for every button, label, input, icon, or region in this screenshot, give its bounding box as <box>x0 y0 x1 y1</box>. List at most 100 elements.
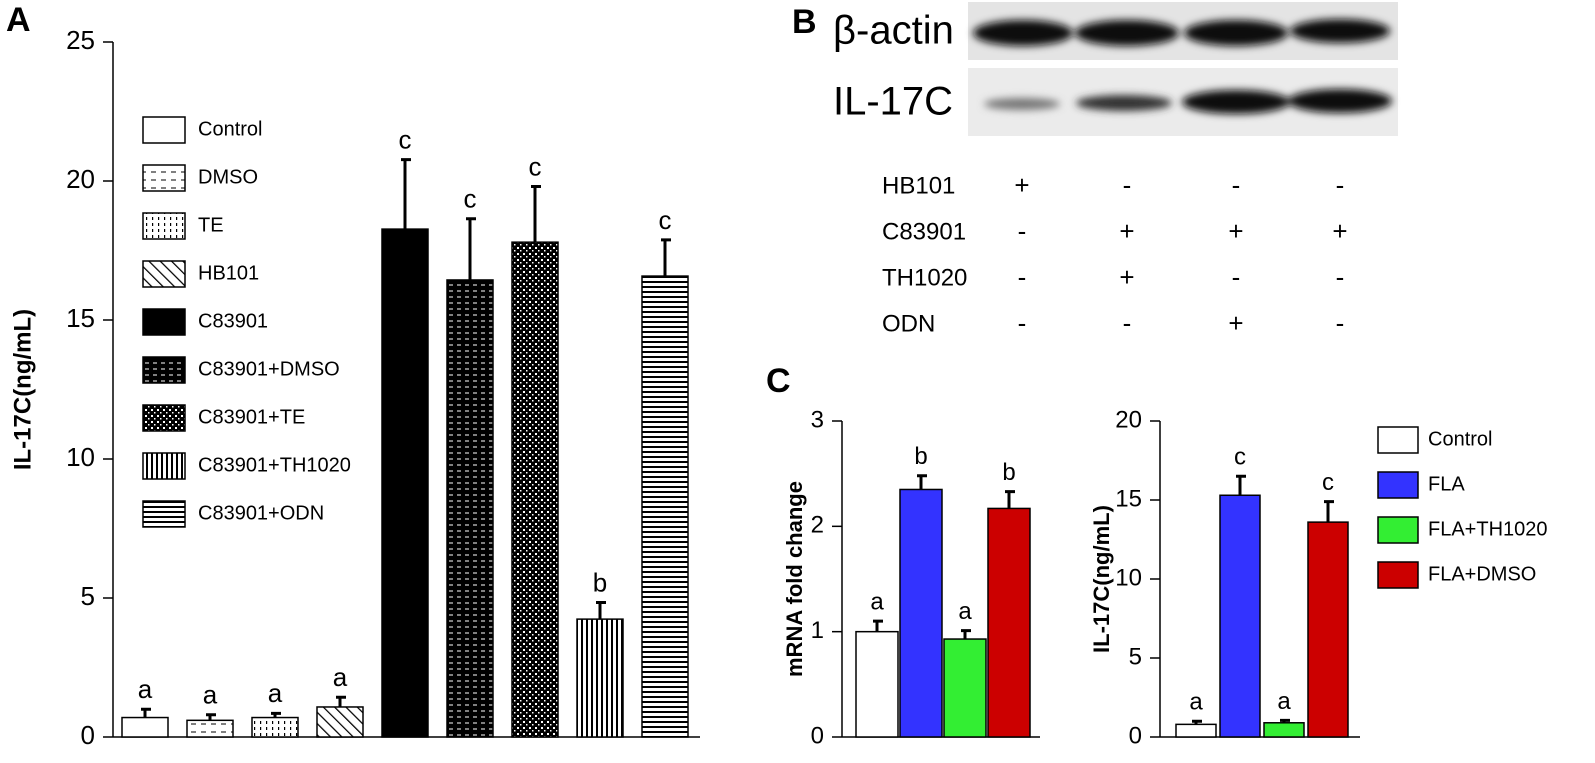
error-bar <box>1192 719 1202 725</box>
bar <box>186 719 234 738</box>
error-bar <box>661 238 671 277</box>
y-tick-label: 25 <box>66 25 95 55</box>
legend-swatch <box>142 356 186 384</box>
legend-label: C83901+DMSO <box>198 358 340 380</box>
bar <box>987 507 1031 738</box>
legend-label: C83901+ODN <box>198 502 324 524</box>
bar <box>641 275 689 738</box>
y-tick-label: 0 <box>811 722 824 749</box>
band-label: IL-17C <box>833 80 953 124</box>
y-tick-label: 15 <box>1115 485 1142 512</box>
error-bar <box>206 713 216 721</box>
legend-swatch <box>1377 426 1419 454</box>
y-tick-label: 0 <box>81 720 95 750</box>
error-bar <box>1324 500 1334 523</box>
band-label: β-actin <box>833 9 954 53</box>
bar <box>316 706 364 738</box>
legend-label: HB101 <box>198 262 259 284</box>
bar <box>1263 722 1305 738</box>
y-tick-label: 15 <box>66 303 95 333</box>
condition-label: ODN <box>882 310 935 337</box>
significance-letter: b <box>914 443 927 470</box>
condition-label: HB101 <box>882 172 955 199</box>
significance-letter: a <box>333 662 348 692</box>
error-bar <box>1005 490 1015 509</box>
error-bar <box>466 217 476 280</box>
condition-sign: - <box>1336 308 1345 338</box>
error-bar <box>1236 474 1246 496</box>
legend-swatch <box>142 212 186 240</box>
legend-label: Control <box>198 118 262 140</box>
bar <box>121 716 169 738</box>
significance-letter: c <box>529 151 542 181</box>
legend-swatch <box>1377 516 1419 544</box>
legend-label: Control <box>1428 428 1492 450</box>
legend-label: TE <box>198 214 224 236</box>
bar <box>855 630 899 738</box>
legend-swatch <box>142 404 186 432</box>
bar <box>943 638 987 738</box>
legend-swatch <box>1377 471 1419 499</box>
y-axis-label: IL-17C(ng/mL) <box>9 309 36 470</box>
y-tick-label: 1 <box>811 617 824 644</box>
legend-swatch <box>1377 561 1419 589</box>
legend-label: FLA <box>1428 473 1465 495</box>
condition-sign: + <box>1228 308 1243 338</box>
condition-sign: - <box>1018 216 1027 246</box>
significance-letter: c <box>1322 469 1334 496</box>
condition-sign: + <box>1332 216 1347 246</box>
error-bar <box>1280 718 1290 723</box>
significance-letter: a <box>1189 689 1203 716</box>
legend-label: C83901+TE <box>198 406 305 428</box>
legend-swatch <box>142 116 186 144</box>
condition-sign: - <box>1018 262 1027 292</box>
bar <box>576 618 624 738</box>
error-bar <box>531 185 541 243</box>
y-tick-label: 3 <box>811 406 824 433</box>
condition-sign: + <box>1119 262 1134 292</box>
condition-sign: - <box>1018 308 1027 338</box>
significance-letter: a <box>1277 688 1291 715</box>
panel-label: B <box>792 3 817 41</box>
legend-swatch <box>142 500 186 528</box>
y-tick-label: 0 <box>1129 722 1142 749</box>
significance-letter: b <box>1002 459 1015 486</box>
significance-letter: a <box>870 588 884 615</box>
condition-sign: - <box>1232 262 1241 292</box>
condition-sign: + <box>1228 216 1243 246</box>
y-axis-label: IL-17C(ng/mL) <box>1089 505 1114 653</box>
significance-letter: a <box>138 674 153 704</box>
significance-letter: c <box>1234 444 1246 471</box>
panel-label: C <box>766 362 791 400</box>
y-tick-label: 2 <box>811 512 824 539</box>
legend-swatch <box>142 164 186 192</box>
condition-sign: + <box>1014 170 1029 200</box>
y-tick-label: 10 <box>66 442 95 472</box>
condition-sign: - <box>1123 170 1132 200</box>
y-tick-label: 20 <box>66 164 95 194</box>
bar <box>446 279 494 738</box>
y-tick-label: 5 <box>81 581 95 611</box>
legend-label: DMSO <box>198 166 258 188</box>
legend-label: FLA+TH1020 <box>1428 518 1548 540</box>
condition-sign: - <box>1336 170 1345 200</box>
error-bar <box>961 629 971 640</box>
panel-label: A <box>6 1 31 39</box>
legend-swatch <box>142 452 186 480</box>
significance-letter: c <box>659 205 672 235</box>
bar <box>251 716 299 738</box>
condition-sign: - <box>1123 308 1132 338</box>
error-bar <box>917 474 927 490</box>
significance-letter: c <box>464 184 477 214</box>
condition-label: C83901 <box>882 218 966 245</box>
condition-label: TH1020 <box>882 264 967 291</box>
legend-label: C83901 <box>198 310 268 332</box>
bar <box>1219 494 1261 738</box>
error-bar <box>271 711 281 718</box>
significance-letter: a <box>958 598 972 625</box>
significance-letter: a <box>203 680 218 710</box>
bar <box>511 241 559 738</box>
bar <box>899 488 943 738</box>
error-bar <box>141 707 151 718</box>
